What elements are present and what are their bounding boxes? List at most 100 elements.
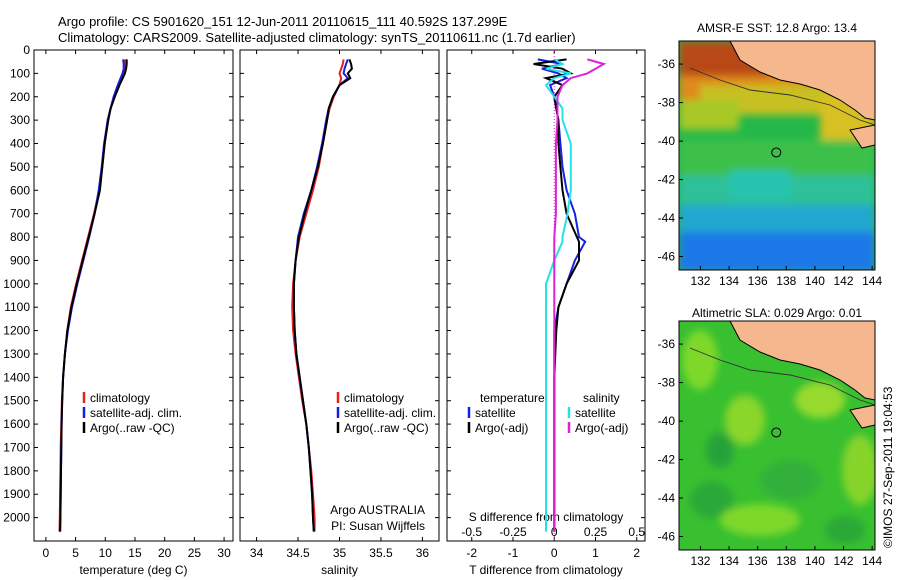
s-tick-label: 0.5 — [628, 525, 645, 539]
series-line-2 — [544, 58, 572, 532]
legend-label: satellite-adj. clim. — [344, 406, 436, 420]
x-tick-label: 5 — [72, 546, 79, 560]
x-tick-label: 25 — [188, 546, 202, 560]
map-y-tick-label: -38 — [658, 96, 676, 110]
x-tick-label: 35.5 — [369, 546, 393, 560]
y-tick-label: 1600 — [3, 417, 30, 431]
shelf-contour — [689, 67, 875, 126]
y-tick-label: 1100 — [4, 300, 30, 314]
x-tick-label: 10 — [99, 546, 113, 560]
land-australia — [729, 321, 875, 401]
y-tick-label: 900 — [10, 253, 30, 267]
x-tick-label: -1 — [508, 546, 519, 560]
legend-label: Argo(-adj) — [475, 421, 528, 435]
y-tick-label: 500 — [10, 160, 30, 174]
sst-map-title: AMSR-E SST: 12.8 Argo: 13.4 — [697, 21, 857, 35]
y-tick-label: 700 — [10, 207, 30, 221]
series-line-2 — [292, 59, 353, 532]
legend-label: Argo(..raw -QC) — [344, 421, 429, 435]
y-tick-label: 1500 — [3, 394, 30, 408]
legend-label: satellite-adj. clim. — [90, 406, 182, 420]
x-tick-label: 20 — [158, 546, 172, 560]
x-tick-label: 15 — [128, 546, 142, 560]
s-tick-label: -0.25 — [499, 525, 527, 539]
map-x-tick-label: 144 — [862, 274, 882, 288]
sla-map-title: Altimetric SLA: 0.029 Argo: 0.01 — [692, 306, 862, 320]
x-tick-label: 0 — [43, 546, 50, 560]
map-x-tick-label: 138 — [776, 274, 796, 288]
map-x-tick-label: 136 — [748, 274, 768, 288]
x-axis-label: salinity — [321, 563, 358, 577]
map-y-tick-label: -44 — [658, 211, 676, 225]
land-australia — [729, 41, 875, 121]
map-x-tick-label: 140 — [805, 274, 825, 288]
shelf-contour — [689, 347, 875, 406]
land-tasmania — [849, 404, 875, 429]
y-tick-label: 1800 — [3, 464, 30, 478]
y-tick-label: 1200 — [3, 324, 30, 338]
y-tick-label: 300 — [10, 113, 30, 127]
legend-label: satellite — [575, 406, 616, 420]
land-tasmania — [849, 124, 875, 149]
header-line-1: Argo profile: CS 5901620_151 12-Jun-2011… — [58, 14, 508, 29]
map-y-tick-label: -44 — [658, 491, 676, 505]
map-y-tick-label: -42 — [658, 453, 676, 467]
map-x-tick-label: 134 — [719, 274, 739, 288]
x-tick-label: 1 — [592, 546, 599, 560]
plot-frame — [239, 49, 440, 542]
map-y-tick-label: -46 — [658, 530, 676, 544]
argo-position-marker — [771, 427, 782, 438]
x-tick-label: 36 — [416, 546, 430, 560]
x-tick-label: -2 — [466, 546, 477, 560]
series-line-2 — [59, 59, 128, 532]
y-tick-label: 1300 — [3, 347, 30, 361]
map-y-tick-label: -42 — [658, 173, 676, 187]
y-tick-label: 1900 — [3, 487, 30, 501]
x-tick-label: 34 — [250, 546, 264, 560]
x-tick-label: 30 — [217, 546, 231, 560]
sst-map: AMSR-E SST: 12.8 Argo: 13.4 132 134 136 138… — [658, 21, 883, 288]
map-y-tick-label: -36 — [658, 337, 676, 351]
map-x-tick-label: 142 — [834, 274, 854, 288]
y-tick-label: 0 — [23, 43, 30, 57]
y-tick-label: 800 — [10, 230, 30, 244]
y-tick-label: 100 — [10, 66, 30, 80]
legend-title-temperature: temperature — [480, 391, 545, 405]
series-line-3 — [553, 58, 607, 532]
map-x-tick-label: 136 — [748, 554, 768, 568]
map-x-tick-label: 132 — [690, 554, 710, 568]
plot-frame — [33, 49, 234, 542]
map-x-tick-label: 140 — [805, 554, 825, 568]
map-x-tick-label: 144 — [862, 554, 882, 568]
legend-label: Argo(-adj) — [575, 421, 628, 435]
x-tick-label: 0 — [551, 546, 558, 560]
map-x-tick-label: 134 — [719, 554, 739, 568]
annotation-line-1: Argo AUSTRALIA — [330, 503, 425, 517]
x-axis-label: temperature (deg C) — [79, 563, 187, 577]
legend-label: climatology — [344, 391, 404, 405]
x-tick-label: 34.5 — [286, 546, 310, 560]
map-y-tick-label: -36 — [658, 57, 676, 71]
y-tick-label: 600 — [10, 183, 30, 197]
y-tick-label: 1400 — [3, 370, 30, 384]
map-x-tick-label: 132 — [690, 274, 710, 288]
x-tick-label: 35 — [333, 546, 347, 560]
header-line-2: Climatology: CARS2009. Satellite-adjuste… — [58, 30, 576, 45]
legend-title-salinity: salinity — [583, 391, 620, 405]
legend-label: satellite — [475, 406, 516, 420]
sla-map: Altimetric SLA: 0.029 Argo: 0.01 132 134 1… — [658, 306, 883, 568]
y-tick-label: 2000 — [3, 511, 30, 525]
map-x-tick-label: 142 — [834, 554, 854, 568]
legend-label: Argo(..raw -QC) — [90, 421, 175, 435]
s-tick-label: 0 — [551, 525, 558, 539]
map-y-tick-label: -40 — [658, 414, 676, 428]
s-tick-label: -0.5 — [461, 525, 482, 539]
y-tick-label: 200 — [10, 90, 30, 104]
map-y-tick-label: -46 — [658, 250, 676, 264]
s-tick-label: 0.25 — [584, 525, 608, 539]
credit-text: ©IMOS 27-Sep-2011 19:04:53 — [881, 386, 895, 548]
annotation-line-2: PI: Susan Wijffels — [331, 519, 425, 533]
legend-label: climatology — [90, 391, 150, 405]
salinity-panel: 34 34.5 35 35.5 36 salinity climatologysatelli… — [239, 49, 440, 577]
